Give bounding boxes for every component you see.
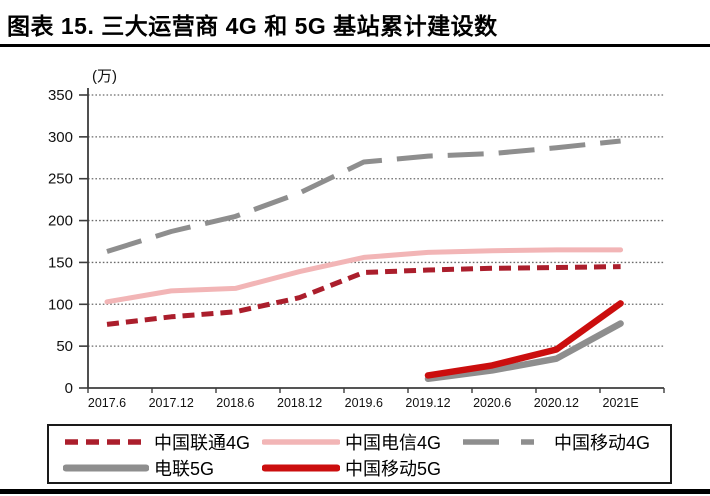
legend-label: 中国移动4G [554,433,651,453]
figure-title: 图表 15. 三大运营商 4G 和 5G 基站累计建设数 [7,13,498,39]
series-line-2 [106,138,621,254]
x-tick-label: 2018.6 [216,396,254,410]
series-line-0 [106,264,621,327]
legend-item-mobile-5g: 中国移动5G [262,455,461,481]
y-tick-label: 0 [65,380,73,397]
y-tick-label: 350 [48,87,73,104]
line-chart: 0 50 100 150 200 250 300 350 2017.6 2017.12 2018.6… [48,68,665,410]
title-divider-rule [0,44,710,47]
series-line-3 [424,320,624,383]
x-tick-label: 2021E [603,396,639,410]
series-line-1 [104,247,624,305]
legend-item-unicom-4g: 中国联通4G [63,429,262,455]
long-dash-line-swatch-icon [463,439,549,445]
legend-item-telecom-4g: 中国电信4G [262,429,461,455]
legend-label: 中国电信4G [345,433,442,453]
legend-item-dianlian-5g: 电联5G [63,455,262,481]
y-axis-unit-label: (万) [92,68,117,85]
solid-line-swatch-icon [262,439,340,445]
y-tick-label: 300 [48,129,73,146]
y-tick-label: 150 [48,254,73,271]
x-tick-label: 2018.12 [277,396,322,410]
y-tick-label: 200 [48,213,73,230]
x-tick-label: 2017.6 [88,396,126,410]
x-tick-label: 2020.6 [473,396,511,410]
chart-legend: 中国联通4G 中国电信4G 中国移动4G 电联5G 中国移动5G [47,424,672,484]
y-tick-label: 100 [48,296,73,313]
x-tick-label: 2017.12 [149,396,194,410]
y-tick-label: 50 [56,338,73,355]
bottom-rule [0,489,710,494]
series-line-4 [424,300,624,379]
dashed-line-swatch-icon [65,439,147,445]
legend-label: 中国联通4G [154,433,251,453]
legend-label: 电联5G [154,459,215,479]
legend-label: 中国移动5G [345,459,442,479]
x-tick-label: 2020.12 [534,396,579,410]
legend-item-mobile-4g: 中国移动4G [461,429,660,455]
thick-line-swatch-icon [63,464,149,472]
x-tick-label: 2019.6 [345,396,383,410]
y-tick-label: 250 [48,171,73,188]
x-tick-label: 2019.12 [405,396,450,410]
thick-line-swatch-icon [262,464,340,472]
